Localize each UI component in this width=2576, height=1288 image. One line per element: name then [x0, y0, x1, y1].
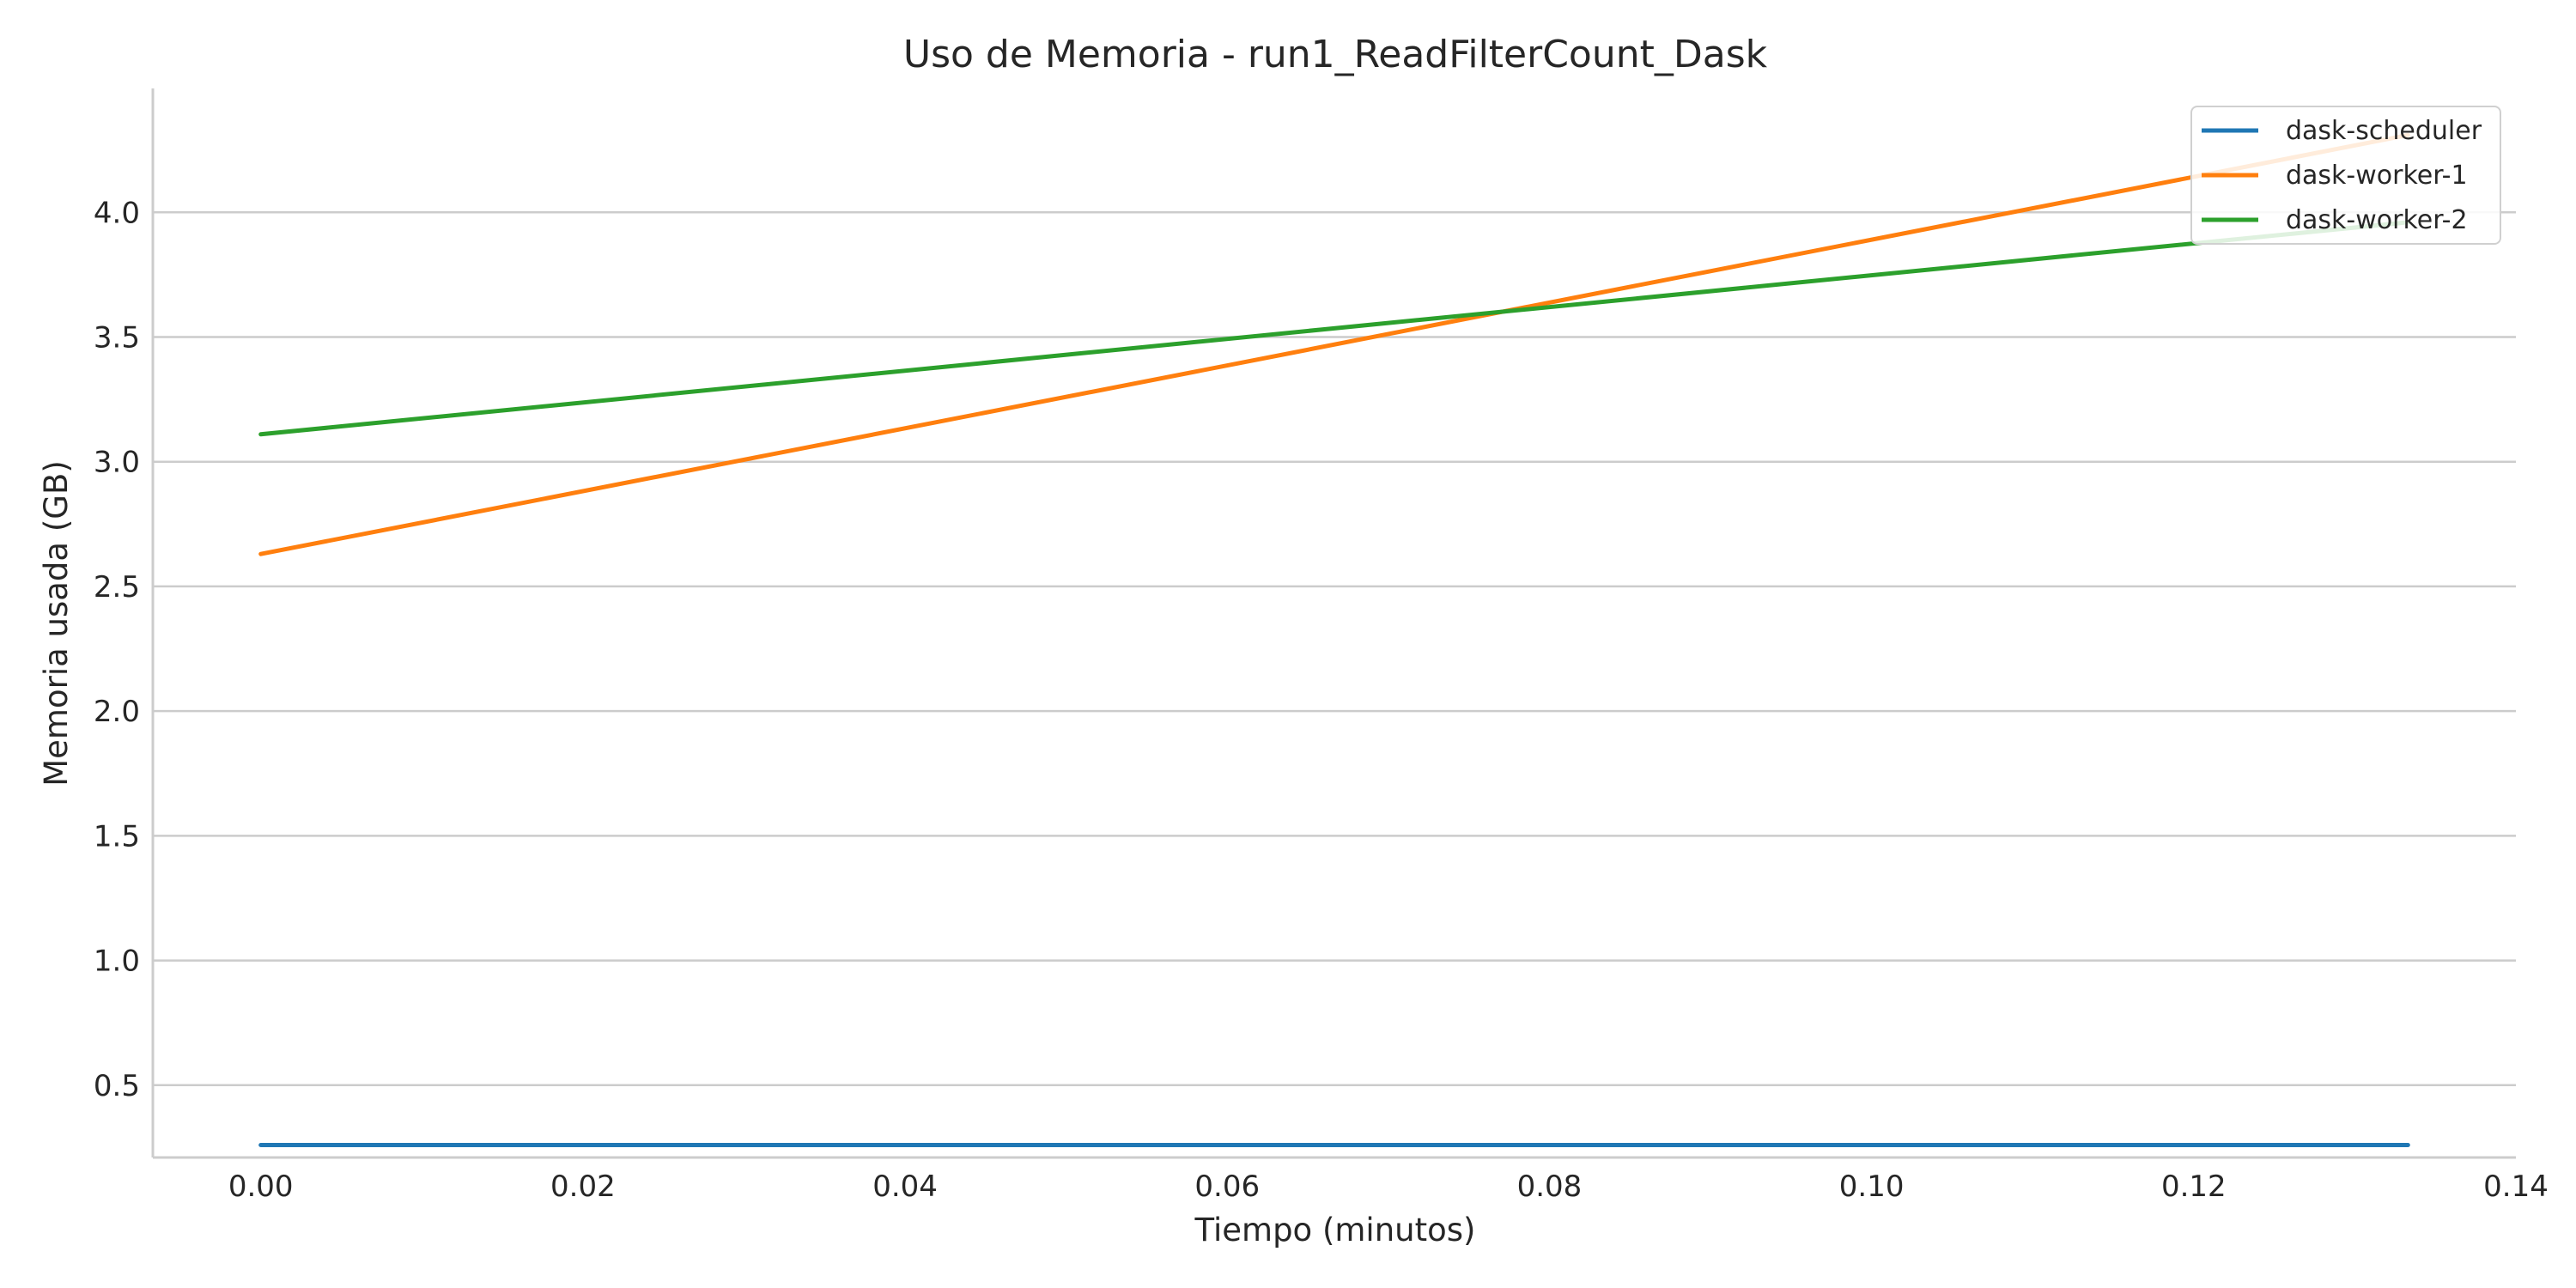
legend-label: dask-worker-2: [2286, 205, 2468, 235]
series-line-dask-worker-1: [258, 132, 2410, 556]
x-tick-label: 0.12: [2161, 1170, 2227, 1204]
y-tick-label: 4.0: [94, 196, 140, 230]
y-tick-label: 2.5: [94, 570, 140, 605]
legend-box: [2190, 106, 2501, 245]
y-tick-label: 2.0: [94, 695, 140, 729]
x-tick-label: 0.04: [872, 1170, 938, 1204]
legend: dask-scheduler dask-worker-1 dask-worker-2: [2190, 106, 2501, 245]
y-tick-label: 3.0: [94, 446, 140, 480]
chart-title: Uso de Memoria - run1_ReadFilterCount_Da…: [903, 33, 1768, 76]
x-tick-label: 0.02: [550, 1170, 616, 1204]
legend-label: dask-scheduler: [2286, 116, 2482, 146]
x-tick-label: 0.08: [1517, 1170, 1583, 1204]
axes-spines: [151, 88, 2516, 1159]
series-lines: [258, 132, 2410, 1147]
legend-label: dask-worker-1: [2286, 161, 2468, 191]
x-tick-label: 0.14: [2483, 1170, 2549, 1204]
y-tick-label: 0.5: [94, 1069, 140, 1103]
y-axis-label: Memoria usada (GB): [38, 460, 75, 787]
x-tick-label: 0.10: [1839, 1170, 1905, 1204]
series-line-dask-worker-2: [258, 220, 2410, 437]
y-axis-ticks: 0.5 1.0 1.5 2.0 2.5 3.0 3.5 4.0: [94, 196, 140, 1103]
x-axis-ticks: 0.00 0.02 0.04 0.06 0.08 0.10 0.12 0.14: [228, 1170, 2549, 1204]
x-tick-label: 0.06: [1194, 1170, 1260, 1204]
x-tick-label: 0.00: [228, 1170, 294, 1204]
gridlines: [153, 211, 2516, 1087]
y-tick-label: 1.5: [94, 819, 140, 854]
y-tick-label: 3.5: [94, 321, 140, 355]
y-tick-label: 1.0: [94, 945, 140, 979]
x-axis-label: Tiempo (minutos): [1194, 1212, 1476, 1249]
